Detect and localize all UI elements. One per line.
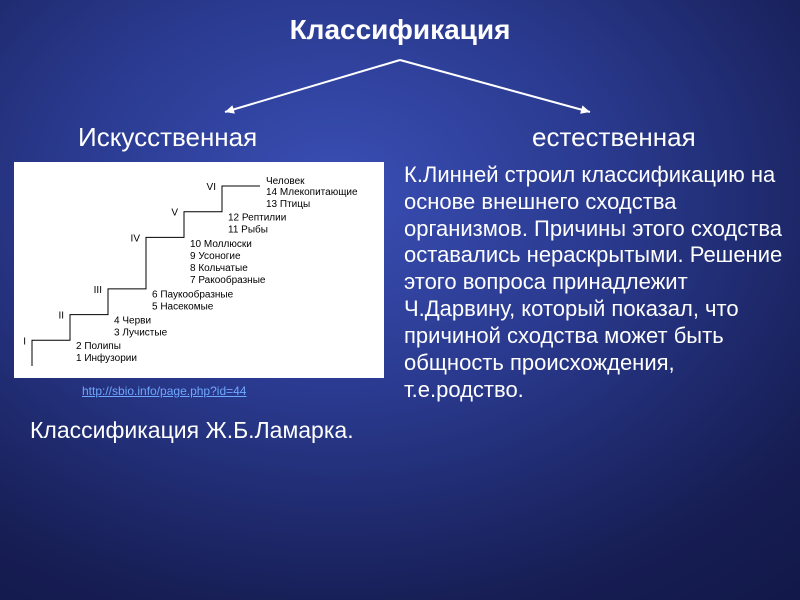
svg-text:11 Рыбы: 11 Рыбы [228, 224, 268, 236]
svg-text:14 Млекопитающие: 14 Млекопитающие [266, 187, 358, 198]
subheading-artificial: Искусственная [78, 122, 257, 153]
lamarck-staircase-svg: I 1 Инфузории2 Полипы II 3 Лучистые4 Черви I… [14, 162, 384, 378]
svg-text:1 Инфузории: 1 Инфузории [76, 352, 137, 364]
svg-text:4 Черви: 4 Черви [114, 315, 151, 326]
svg-text:2 Полипы: 2 Полипы [76, 341, 121, 352]
svg-text:II: II [58, 311, 64, 322]
svg-text:8 Кольчатые: 8 Кольчатые [190, 263, 248, 274]
svg-text:5 Насекомые: 5 Насекомые [152, 302, 214, 313]
svg-text:3 Лучистые: 3 Лучистые [114, 327, 168, 338]
subheading-natural: естественная [532, 122, 696, 153]
svg-text:7 Ракообразные: 7 Ракообразные [190, 274, 266, 286]
svg-text:VI: VI [207, 182, 216, 193]
svg-text:6 Паукообразные: 6 Паукообразные [152, 289, 234, 301]
diagram-source-link[interactable]: http://sbio.info/page.php?id=44 [82, 384, 246, 398]
lamarck-diagram: I 1 Инфузории2 Полипы II 3 Лучистые4 Черви I… [14, 162, 384, 378]
svg-text:V: V [171, 208, 178, 219]
svg-text:12 Рептилии: 12 Рептилии [228, 213, 286, 224]
svg-text:9 Усоногие: 9 Усоногие [190, 251, 241, 262]
body-paragraph: К.Линней строил классификацию на основе … [404, 162, 788, 403]
svg-text:10 Моллюски: 10 Моллюски [190, 239, 252, 250]
svg-text:IV: IV [131, 233, 141, 244]
svg-text:Человек: Человек [266, 176, 305, 187]
diagram-caption: Классификация Ж.Б.Ламарка. [30, 416, 354, 445]
svg-text:I: I [23, 336, 26, 347]
svg-text:13 Птицы: 13 Птицы [266, 199, 310, 210]
slide: Классификация Искусственная естественная… [0, 0, 800, 600]
slide-title: Классификация [0, 14, 800, 46]
svg-text:III: III [94, 285, 102, 296]
branch-arrows [0, 54, 800, 124]
